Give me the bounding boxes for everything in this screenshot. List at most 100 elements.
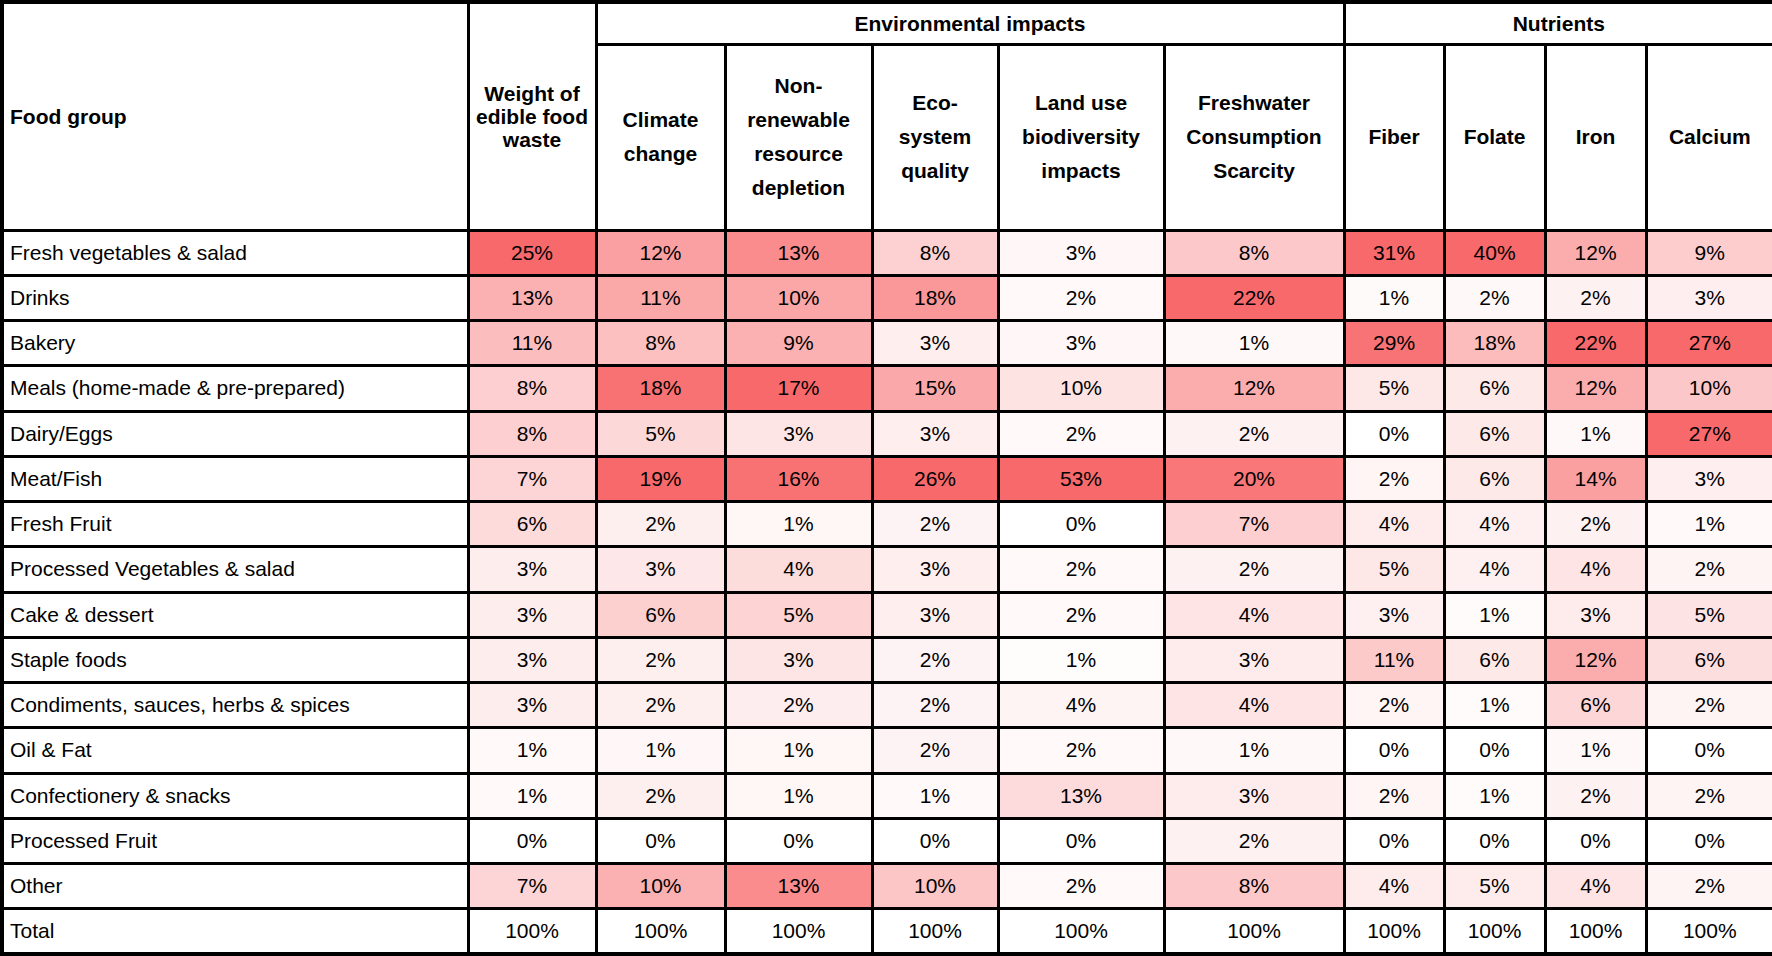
heatmap-cell: 2% [998,592,1164,637]
heatmap-cell: 10% [872,864,998,909]
heatmap-cell: 4% [998,683,1164,728]
environmental-impacts-group-header: Environmental impacts [596,2,1344,44]
table-row: Meals (home-made & pre-prepared)8%18%17%… [2,366,1772,411]
total-cell: 100% [1344,909,1444,954]
heatmap-cell: 0% [596,818,725,863]
heatmap-cell: 31% [1344,230,1444,275]
heatmap-cell: 11% [468,321,596,366]
table-row: Staple foods3%2%3%2%1%3%11%6%12%6% [2,637,1772,682]
heatmap-cell: 3% [1646,456,1772,501]
heatmap-cell: 8% [596,321,725,366]
heatmap-cell: 0% [1344,818,1444,863]
row-label: Meat/Fish [2,456,468,501]
total-row: Total100%100%100%100%100%100%100%100%100… [2,909,1772,954]
heatmap-cell: 1% [1444,683,1545,728]
column-header: Freshwater Consumption Scarcity [1164,44,1344,230]
table-row: Cake & dessert3%6%5%3%2%4%3%1%3%5% [2,592,1772,637]
heatmap-cell: 2% [1646,547,1772,592]
heatmap-cell: 27% [1646,321,1772,366]
heatmap-cell: 6% [1444,637,1545,682]
heatmap-cell: 2% [1545,773,1646,818]
heatmap-cell: 2% [1444,275,1545,320]
row-label: Bakery [2,321,468,366]
heatmap-cell: 3% [1545,592,1646,637]
heatmap-cell: 6% [596,592,725,637]
heatmap-cell: 4% [1545,864,1646,909]
heatmap-cell: 13% [725,864,872,909]
heatmap-cell: 3% [872,411,998,456]
table-row: Processed Fruit0%0%0%0%0%2%0%0%0%0% [2,818,1772,863]
table-row: Processed Vegetables & salad3%3%4%3%2%2%… [2,547,1772,592]
heatmap-cell: 4% [1344,864,1444,909]
heatmap-cell: 6% [1545,683,1646,728]
heatmap-cell: 4% [725,547,872,592]
total-cell: 100% [1646,909,1772,954]
column-header: Non-renewable resource depletion [725,44,872,230]
heatmap-cell: 6% [1444,366,1545,411]
heatmap-cell: 3% [725,411,872,456]
heatmap-cell: 1% [468,773,596,818]
column-header: Calcium [1646,44,1772,230]
heatmap-cell: 0% [1545,818,1646,863]
row-label: Fresh vegetables & salad [2,230,468,275]
row-label: Total [2,909,468,954]
heatmap-cell: 8% [468,411,596,456]
heatmap-cell: 9% [1646,230,1772,275]
heatmap-cell: 10% [596,864,725,909]
heatmap-cell: 10% [998,366,1164,411]
heatmap-cell: 3% [468,683,596,728]
heatmap-cell: 0% [1344,411,1444,456]
heatmap-cell: 2% [1164,818,1344,863]
heatmap-cell: 40% [1444,230,1545,275]
heatmap-cell: 1% [998,637,1164,682]
row-label: Meals (home-made & pre-prepared) [2,366,468,411]
heatmap-cell: 3% [872,592,998,637]
nutrients-group-header: Nutrients [1344,2,1772,44]
table-row: Other7%10%13%10%2%8%4%5%4%2% [2,864,1772,909]
heatmap-cell: 7% [468,456,596,501]
heatmap-cell: 4% [1444,547,1545,592]
heatmap-cell: 0% [1646,818,1772,863]
heatmap-cell: 1% [725,773,872,818]
heatmap-cell: 19% [596,456,725,501]
heatmap-cell: 3% [872,321,998,366]
heatmap-cell: 4% [1444,502,1545,547]
heatmap-cell: 6% [1444,411,1545,456]
heatmap-cell: 0% [998,818,1164,863]
heatmap-cell: 8% [468,366,596,411]
heatmap-cell: 2% [872,502,998,547]
row-label: Drinks [2,275,468,320]
heatmap-cell: 22% [1164,275,1344,320]
heatmap-cell: 2% [725,683,872,728]
total-cell: 100% [725,909,872,954]
heatmap-cell: 27% [1646,411,1772,456]
column-header: Fiber [1344,44,1444,230]
heatmap-cell: 1% [596,728,725,773]
column-header: Land use biodiversity impacts [998,44,1164,230]
heatmap-cell: 2% [998,547,1164,592]
column-header: Eco-system quality [872,44,998,230]
column-header: Folate [1444,44,1545,230]
heatmap-cell: 8% [1164,230,1344,275]
total-cell: 100% [872,909,998,954]
heatmap-cell: 3% [468,547,596,592]
heatmap-cell: 7% [468,864,596,909]
heatmap-cell: 2% [872,728,998,773]
table-row: Fresh vegetables & salad25%12%13%8%3%8%3… [2,230,1772,275]
heatmap-cell: 3% [725,637,872,682]
heatmap-cell: 2% [998,411,1164,456]
heatmap-cell: 14% [1545,456,1646,501]
total-cell: 100% [468,909,596,954]
heatmap-cell: 2% [596,502,725,547]
heatmap-cell: 0% [872,818,998,863]
heatmap-cell: 1% [725,728,872,773]
row-label: Condiments, sauces, herbs & spices [2,683,468,728]
heatmap-cell: 0% [1444,818,1545,863]
row-label: Dairy/Eggs [2,411,468,456]
heatmap-cell: 1% [1444,592,1545,637]
heatmap-cell: 3% [998,321,1164,366]
heatmap-cell: 18% [596,366,725,411]
row-label: Fresh Fruit [2,502,468,547]
heatmap-cell: 7% [1164,502,1344,547]
heatmap-cell: 2% [1344,683,1444,728]
